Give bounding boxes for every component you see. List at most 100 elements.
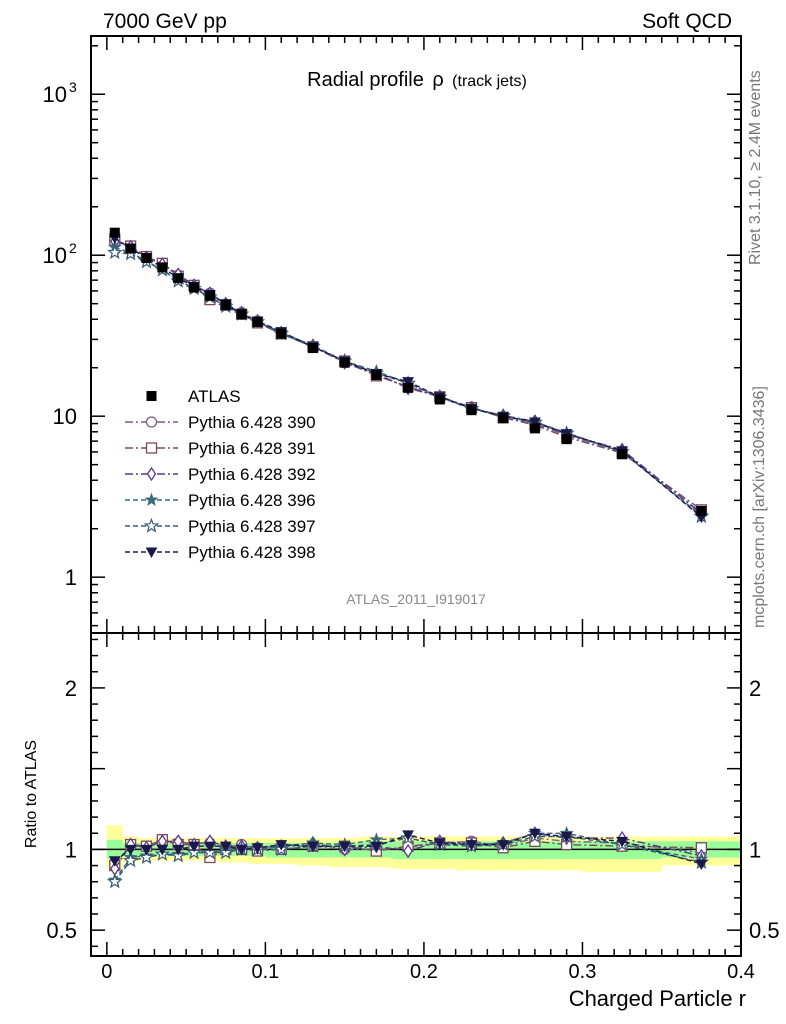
- x-tick-label: 0.1: [251, 961, 279, 983]
- legend-label: Pythia 6.428 397: [188, 517, 316, 536]
- x-tick-label: 0.2: [410, 961, 438, 983]
- ratio-band-inner: [519, 841, 551, 860]
- ratio-series-point: [497, 840, 510, 851]
- lower-y-tick-label: 0.5: [46, 918, 77, 943]
- atlas-point: [189, 282, 200, 293]
- ratio-band-inner: [423, 841, 456, 860]
- atlas-point: [141, 253, 152, 264]
- upper-y-tick-label: 10: [53, 404, 77, 429]
- legend-marker-atlas: [146, 391, 157, 401]
- ratio-series-point: [695, 859, 708, 870]
- upper-y-tick-label: 10: [43, 243, 67, 268]
- main-title: Radial profile ρ (track jets): [307, 69, 527, 91]
- series-line: [114, 237, 702, 518]
- lower-y-tick-label-right: 1: [749, 837, 761, 862]
- legend-marker: [145, 442, 158, 454]
- title-symbol: ρ: [432, 69, 443, 91]
- ratio-series-point: [529, 828, 541, 840]
- atlas-point: [236, 309, 247, 320]
- ratio-band-inner: [550, 841, 583, 860]
- ratio-series-point: [465, 840, 478, 851]
- ratio-series-point: [275, 840, 288, 851]
- series-point: [560, 429, 573, 440]
- atlas-point: [220, 300, 231, 311]
- ratio-series-line: [114, 832, 702, 881]
- ratio-series-point: [156, 844, 169, 856]
- lower-frame: [90, 632, 742, 957]
- atlas-point: [339, 357, 350, 368]
- legend-label-atlas: ATLAS: [188, 387, 241, 406]
- legend-label: Pythia 6.428 398: [188, 543, 316, 562]
- ratio-series-point: [140, 844, 153, 856]
- ratio-series-point: [138, 849, 155, 865]
- ratio-series-point: [106, 873, 123, 889]
- ratio-series-point: [403, 843, 413, 859]
- ratio-series-point: [124, 844, 137, 856]
- ratio-series-point: [307, 841, 319, 853]
- ratio-series-layer: [106, 825, 710, 889]
- x-tick-label: 0.4: [727, 961, 755, 983]
- ratio-series-line: [114, 832, 702, 865]
- upper-y-tick-label: 1: [65, 565, 77, 590]
- ratio-series-point: [251, 843, 264, 854]
- atlas-point: [529, 423, 540, 434]
- ratio-series-point: [616, 836, 628, 848]
- legend-marker: [145, 416, 158, 428]
- lower-y-tick-label: 2: [65, 676, 77, 701]
- ratio-series-point: [188, 841, 200, 853]
- legend-marker: [143, 517, 160, 533]
- mcplots-label: mcplots.cern.ch [arXiv:1306.3436]: [751, 386, 768, 628]
- header-left: 7000 GeV pp: [103, 10, 227, 33]
- atlas-point: [173, 273, 184, 284]
- ratio-series-point: [433, 838, 446, 849]
- ratio-series-point: [235, 844, 248, 856]
- legend-marker: [146, 466, 157, 482]
- ratio-series-line: [114, 838, 702, 867]
- legend-label: Pythia 6.428 390: [188, 413, 316, 432]
- ratio-series-point: [122, 852, 139, 868]
- atlas-point: [466, 405, 477, 416]
- ratio-series-point: [108, 856, 121, 867]
- atlas-point: [434, 394, 445, 405]
- ratio-series-point: [402, 830, 414, 841]
- legend-label: Pythia 6.428 396: [188, 491, 316, 510]
- ratio-series-point: [204, 841, 216, 853]
- ratio-series-point: [219, 841, 232, 853]
- lower-y-tick-label-right: 0.5: [749, 918, 780, 943]
- x-tick-label: 0.3: [569, 961, 597, 983]
- ratio-ylabel: Ratio to ATLAS: [23, 740, 40, 848]
- atlas-point: [252, 316, 263, 327]
- title-text: Radial profile: [307, 69, 424, 91]
- ratio-series-point: [172, 844, 185, 856]
- lower-y-tick-label: 1: [65, 837, 77, 862]
- lower-y-tick-label-right: 2: [749, 676, 761, 701]
- atlas-point: [561, 434, 572, 445]
- atlas-point: [617, 449, 628, 460]
- rivet-version-label: Rivet 3.1.10, ≥ 2.4M events: [747, 70, 764, 265]
- series-line: [114, 251, 702, 518]
- analysis-watermark: ATLAS_2011_I919017: [346, 591, 486, 607]
- ratio-series-point: [560, 831, 573, 843]
- ratio-series-point: [370, 841, 383, 853]
- upper-y-tick-label: 10: [43, 82, 67, 107]
- ratio-series-point: [338, 841, 351, 853]
- legend-marker: [144, 492, 159, 507]
- atlas-point: [157, 262, 168, 273]
- upper-y-tick-exponent: 2: [69, 240, 77, 256]
- atlas-point: [276, 328, 287, 339]
- upper-y-tick-exponent: 3: [69, 79, 77, 95]
- legend-marker: [145, 547, 158, 559]
- x-axis-label: Charged Particle r: [569, 986, 746, 1011]
- series-point: [106, 244, 123, 260]
- legend-label: Pythia 6.428 391: [188, 439, 316, 458]
- series-point: [402, 377, 414, 388]
- atlas-point: [125, 243, 136, 254]
- atlas-point: [371, 370, 382, 381]
- upper-series-layer: [106, 227, 710, 524]
- x-tick-label: 0: [101, 961, 112, 983]
- series-point: [529, 417, 541, 429]
- legend-label: Pythia 6.428 392: [188, 465, 316, 484]
- atlas-point: [109, 227, 120, 238]
